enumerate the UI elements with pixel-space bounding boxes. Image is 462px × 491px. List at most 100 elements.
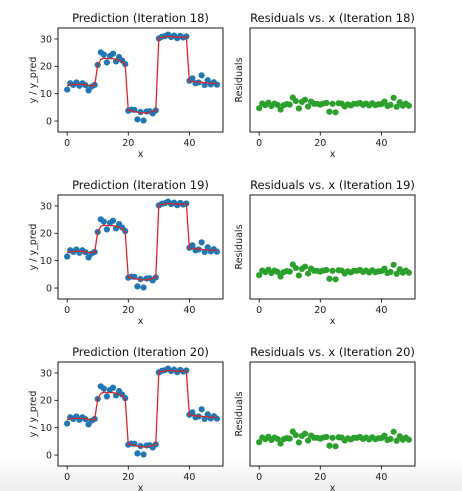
x-tick-label: 20: [122, 472, 134, 483]
x-tick-label: 20: [122, 138, 134, 149]
y-tick-label: 0: [46, 283, 52, 294]
axes-frame: [249, 27, 416, 133]
data-point: [189, 409, 196, 416]
data-point: [213, 81, 220, 88]
chart-title: Prediction (Iteration 20): [72, 345, 209, 359]
y-axis-label: Residuals: [234, 57, 245, 102]
residual-point: [292, 97, 299, 105]
data-point: [140, 284, 147, 291]
data-point: [64, 253, 71, 260]
residual-point: [304, 103, 312, 110]
y-axis-label: Residuals: [234, 224, 245, 269]
y-tick-label: 30: [40, 368, 52, 379]
residual-point: [292, 431, 299, 439]
data-point: [64, 420, 71, 427]
x-tick-label: 0: [256, 138, 262, 149]
residual-point: [277, 440, 284, 447]
chart-title: Residuals vs. x (Iteration 18): [250, 11, 415, 25]
residual-point: [295, 439, 302, 446]
x-tick-label: 40: [183, 305, 195, 316]
residual-point: [256, 272, 263, 279]
chart-title: Residuals vs. x (Iteration 20): [250, 345, 415, 359]
y-axis-label: y / y_pred: [28, 391, 39, 438]
fit-line: [66, 202, 217, 281]
panel-2: 0 20 40 Residuals vs. x (Iteration 18) x Resi…: [234, 11, 416, 160]
residual-point: [301, 263, 309, 270]
residual-point: [387, 268, 394, 276]
panel-5: 0 20 40 0 10 20 30 Prediction (Iteration 20) x y …: [28, 345, 224, 491]
residual-point: [323, 99, 330, 107]
residual-point: [323, 266, 330, 274]
chart-title: Prediction (Iteration 18): [72, 11, 209, 25]
residual-point: [329, 434, 336, 441]
fit-line: [66, 35, 217, 114]
axes-frame: [249, 194, 416, 300]
residual-point: [323, 433, 330, 441]
y-tick-label: 10: [40, 89, 52, 100]
data-point: [134, 450, 141, 457]
residual-point: [390, 428, 397, 435]
panel-3: 0 20 40 0 10 20 30 Prediction (Iteration 19) x y …: [28, 178, 224, 327]
residual-point: [286, 435, 293, 442]
axes-frame: [249, 361, 416, 467]
axes-frame: [57, 361, 224, 467]
x-tick-label: 0: [64, 472, 70, 483]
x-tick-label: 40: [183, 138, 195, 149]
data-point: [109, 217, 117, 224]
y-tick-label: 20: [40, 396, 52, 407]
data-point: [189, 242, 196, 249]
y-tick-label: 20: [40, 229, 52, 240]
data-point: [198, 406, 205, 413]
residual-point: [256, 105, 263, 112]
data-point: [137, 442, 144, 450]
fit-line: [66, 369, 217, 448]
y-tick-label: 30: [40, 201, 52, 212]
residual-point: [286, 101, 293, 108]
chart-title: Prediction (Iteration 19): [72, 178, 209, 192]
x-tick-label: 20: [314, 138, 326, 149]
y-tick-label: 0: [46, 450, 52, 461]
residual-point: [381, 98, 388, 105]
residual-point: [326, 275, 333, 282]
data-point: [134, 116, 141, 123]
residual-point: [295, 272, 302, 279]
x-tick-label: 40: [375, 305, 387, 316]
data-point: [103, 59, 110, 66]
residual-point: [405, 269, 412, 276]
residual-point: [393, 103, 400, 110]
panel-1: 0 20 40 0 10 20 30 Prediction (Iteration 18) x y …: [28, 11, 224, 160]
data-point: [100, 385, 107, 392]
data-point: [109, 384, 117, 391]
y-tick-label: 20: [40, 62, 52, 73]
x-tick-label: 0: [256, 472, 262, 483]
residual-point: [304, 270, 312, 277]
y-tick-label: 0: [46, 116, 52, 127]
data-point: [213, 248, 220, 255]
y-tick-label: 10: [40, 256, 52, 267]
data-point: [137, 108, 144, 116]
data-point: [134, 283, 141, 290]
residual-point: [332, 276, 339, 283]
residual-point: [277, 273, 284, 280]
residual-point: [332, 443, 339, 450]
bottom-strip: [0, 456, 462, 491]
x-tick-label: 20: [314, 305, 326, 316]
x-tick-label: 40: [375, 472, 387, 483]
x-tick-label: 20: [122, 305, 134, 316]
panel-6: 0 20 40 Residuals vs. x (Iteration 20) x Resi…: [234, 345, 416, 491]
residual-point: [326, 442, 333, 449]
x-tick-label: 40: [183, 472, 195, 483]
x-axis-label: x: [330, 316, 336, 327]
data-point: [213, 415, 220, 422]
axes-frame: [57, 194, 224, 300]
residual-point: [301, 96, 309, 103]
panel-4: 0 20 40 Residuals vs. x (Iteration 19) x Resi…: [234, 178, 416, 327]
data-point: [140, 451, 147, 458]
y-axis-label: Residuals: [234, 391, 245, 436]
residual-point: [274, 435, 281, 443]
data-point: [64, 86, 71, 93]
data-point: [103, 226, 110, 233]
residual-point: [405, 102, 412, 109]
